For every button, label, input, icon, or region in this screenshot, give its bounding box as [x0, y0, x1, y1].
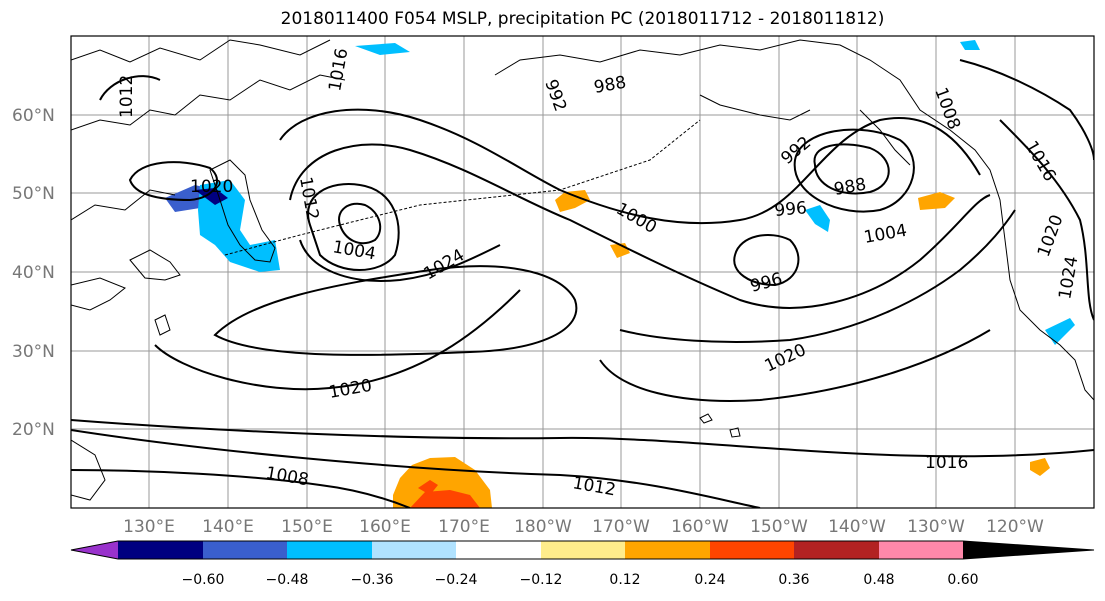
isobar-label: 1020 — [190, 177, 233, 197]
precip-area — [410, 490, 480, 508]
coastlines — [71, 39, 1094, 501]
lon-label: 150°E — [281, 517, 333, 537]
colorbar-tick-label: −0.60 — [182, 572, 225, 588]
lon-label: 180°W — [514, 517, 572, 537]
lon-label: 160°E — [359, 517, 411, 537]
isobar-label: 1016 — [925, 453, 968, 473]
lon-label: 140°E — [202, 517, 254, 537]
colorbar-segment — [879, 541, 963, 559]
isobar-label: 996 — [774, 198, 808, 221]
colorbar-segment — [287, 541, 372, 559]
colorbar-tick-label: 0.24 — [694, 572, 725, 588]
colorbar-segment — [710, 541, 794, 559]
precip-area — [1045, 318, 1075, 345]
lat-label: 60°N — [12, 106, 55, 126]
colorbar-segment — [625, 541, 710, 559]
precip-area — [918, 192, 955, 210]
colorbar-segment — [794, 541, 879, 559]
map-title: 2018011400 F054 MSLP, precipitation PC (… — [280, 9, 885, 29]
lat-label: 20°N — [12, 420, 55, 440]
colorbar-tick-label: −0.48 — [266, 572, 309, 588]
colorbar-segment — [372, 541, 456, 559]
colorbar: −0.60 −0.48 −0.36 −0.24 −0.12 0.12 0.24 … — [70, 540, 1095, 588]
precip-area — [1030, 458, 1050, 476]
lon-label: 170°W — [592, 517, 650, 537]
colorbar-tick-label: −0.36 — [351, 572, 394, 588]
lon-label: 130°W — [907, 517, 965, 537]
lat-label: 50°N — [12, 184, 55, 204]
colorbar-tick-label: 0.12 — [609, 572, 640, 588]
colorbar-tick-label: 0.36 — [778, 572, 809, 588]
colorbar-segment — [203, 541, 287, 559]
isobars — [71, 59, 1094, 508]
isobar-label: 1012 — [117, 75, 137, 118]
precip-area — [805, 205, 830, 232]
colorbar-outline — [70, 540, 1095, 560]
lat-label: 40°N — [12, 263, 55, 283]
lon-label: 170°E — [438, 517, 490, 537]
precip-area — [555, 190, 590, 212]
longitude-labels: 130°E 140°E 150°E 160°E 170°E 180°W 170°… — [123, 517, 1044, 537]
colorbar-arrow-left — [71, 541, 118, 559]
precip-area — [418, 480, 438, 495]
boundary-line — [224, 119, 701, 256]
colorbar-segment — [118, 541, 203, 559]
lon-label: 160°W — [671, 517, 729, 537]
lat-label: 30°N — [12, 342, 55, 362]
precip-area — [960, 40, 980, 50]
lon-label: 130°E — [123, 517, 175, 537]
lon-label: 150°W — [750, 517, 808, 537]
colorbar-segment — [456, 541, 541, 559]
lon-label: 140°W — [828, 517, 886, 537]
colorbar-tick-label: −0.24 — [435, 572, 478, 588]
latitude-labels: 60°N 50°N 40°N 30°N 20°N — [12, 106, 55, 440]
colorbar-segment — [541, 541, 625, 559]
colorbar-tick-label: 0.60 — [947, 572, 978, 588]
lon-label: 120°W — [986, 517, 1044, 537]
colorbar-arrow-right — [963, 541, 1094, 559]
precip-area — [355, 43, 410, 55]
colorbar-tick-label: −0.12 — [520, 572, 563, 588]
colorbar-tick-label: 0.48 — [863, 572, 894, 588]
map-border — [70, 35, 1095, 509]
graticule — [71, 36, 1094, 508]
